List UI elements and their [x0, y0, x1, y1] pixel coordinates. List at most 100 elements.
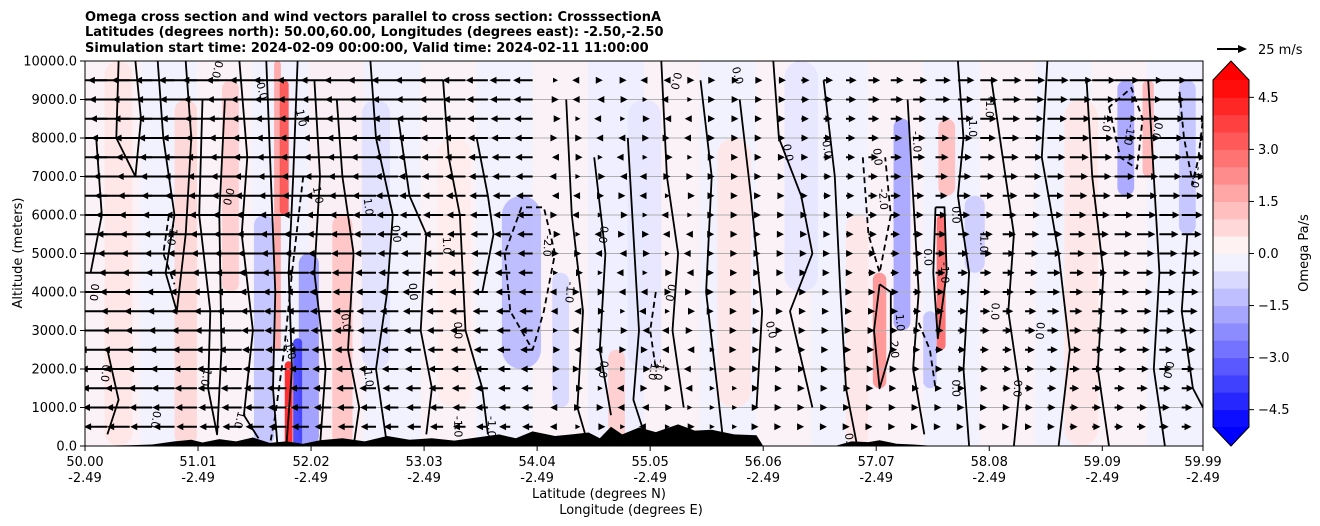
- wind-arrow-head: [209, 153, 217, 161]
- wind-arrow-head: [934, 384, 942, 392]
- wind-arrow-head: [115, 153, 123, 161]
- wind-arrow-head: [664, 288, 672, 296]
- wind-arrow-head: [522, 423, 530, 431]
- wind-arrow-head: [517, 250, 525, 257]
- y-axis-label: Altitude (meters): [11, 198, 26, 309]
- x-tick-label-longitude: -2.49: [1085, 471, 1119, 486]
- contour-label: 2.0: [887, 340, 901, 358]
- wind-arrow-head: [913, 327, 921, 334]
- wind-arrow-head: [514, 134, 522, 142]
- colorbar-segment: [1213, 253, 1249, 272]
- wind-arrow-head: [1143, 327, 1151, 334]
- wind-arrow-head: [244, 404, 252, 411]
- wind-arrow-head: [518, 269, 526, 277]
- x-tick-label-latitude: 59.09: [1084, 455, 1121, 470]
- wind-arrow-head: [260, 230, 268, 238]
- wind-arrow-head: [896, 96, 904, 103]
- wind-arrow-head: [418, 76, 426, 84]
- wind-arrow-head: [168, 269, 176, 277]
- wind-arrow-head: [516, 211, 524, 219]
- wind-arrow-head: [472, 288, 480, 296]
- wind-arrow-head: [918, 153, 926, 161]
- wind-arrow-head: [521, 384, 529, 392]
- wind-arrow-head: [778, 96, 786, 103]
- wind-arrow: [553, 385, 559, 391]
- wind-arrow-head: [1050, 365, 1058, 373]
- wind-arrow: [687, 405, 693, 410]
- wind-arrow-head: [118, 211, 126, 219]
- wind-arrow-head: [551, 96, 559, 103]
- wind-arrow-head: [100, 307, 108, 315]
- wind-arrow-head: [1003, 384, 1011, 392]
- wind-arrow-head: [376, 211, 384, 219]
- wind-arrow-head: [661, 96, 669, 103]
- wind-arrow-head: [911, 423, 919, 431]
- contour-label: 1.0: [198, 368, 214, 388]
- wind-arrow-head: [1107, 96, 1115, 103]
- wind-arrow-head: [336, 384, 344, 392]
- wind-arrow-head: [665, 153, 673, 161]
- wind-arrow-head: [349, 115, 357, 123]
- wind-arrow-head: [1095, 365, 1103, 373]
- x-tick-label-latitude: 58.08: [971, 455, 1008, 470]
- wind-arrow-head: [360, 404, 368, 411]
- wind-arrow-head: [173, 365, 181, 373]
- omega-band: [501, 195, 542, 369]
- x-tick-label-latitude: 59.99: [1184, 455, 1221, 470]
- wind-arrow-head: [378, 269, 386, 277]
- wind-arrow-head: [1140, 384, 1148, 392]
- wind-arrow-head: [101, 327, 109, 334]
- colorbar-segment: [1213, 288, 1249, 307]
- x-tick-label-latitude: 55.05: [632, 455, 669, 470]
- colorbar-extend-min: [1213, 427, 1249, 446]
- wind-arrow-head: [1050, 346, 1058, 354]
- wind-arrow-head: [618, 230, 626, 238]
- wind-arrow-head: [912, 384, 920, 392]
- contour-label: -1.0: [360, 365, 376, 388]
- y-tick-label: 6000.0: [32, 209, 78, 224]
- wind-arrow-head: [198, 404, 206, 411]
- wind-arrow-head: [597, 192, 605, 200]
- wind-arrow-head: [847, 192, 855, 200]
- wind-arrow-head: [171, 327, 179, 334]
- wind-arrow-head: [1132, 76, 1140, 84]
- wind-arrow-head: [107, 423, 115, 431]
- wind-arrow-head: [1122, 288, 1130, 296]
- wind-arrow-head: [309, 307, 317, 315]
- wind-arrow-head: [872, 115, 880, 123]
- wind-arrow-head: [616, 269, 624, 277]
- wind-arrow-head: [942, 134, 950, 142]
- wind-arrow-head: [1059, 134, 1067, 142]
- wind-arrow-head: [777, 153, 785, 161]
- wind-arrow-head: [43, 115, 50, 122]
- wind-arrow-head: [753, 250, 761, 257]
- wind-arrow-head: [493, 230, 501, 238]
- wind-arrow-head: [913, 346, 921, 354]
- wind-arrow-head: [105, 384, 113, 392]
- wind-arrow-head: [730, 269, 738, 277]
- wind-arrow-head: [849, 96, 857, 103]
- wind-arrow-head: [940, 192, 948, 200]
- wind-arrow-head: [708, 96, 716, 103]
- omega-band: [923, 311, 937, 389]
- wind-arrow-head: [172, 346, 180, 354]
- wind-arrow-head: [396, 115, 404, 123]
- wind-arrow-head: [844, 346, 852, 354]
- x-tick-label-longitude: -2.49: [294, 471, 328, 486]
- colorbar-segment: [1213, 166, 1249, 185]
- colorbar: [1212, 60, 1250, 447]
- wind-arrow-head: [1117, 404, 1125, 411]
- wind-arrow-head: [260, 250, 268, 257]
- wind-arrow-head: [1057, 173, 1065, 180]
- wind-arrow-head: [620, 327, 628, 334]
- wind-arrow-head: [1054, 250, 1062, 257]
- wind-arrow-head: [123, 307, 131, 315]
- wind-arrow-head: [451, 365, 459, 373]
- wind-arrow-head: [1106, 134, 1114, 142]
- wind-arrow-head: [372, 115, 380, 123]
- y-axis-ticks: 0.0 1000.0 2000.0 3000.0 4000.0 5000.0 6000.0 7…: [23, 55, 85, 455]
- wind-arrow-head: [964, 173, 972, 180]
- wind-arrow: [642, 212, 648, 218]
- wind-arrow-head: [917, 192, 925, 200]
- wind-arrow-head: [139, 153, 147, 161]
